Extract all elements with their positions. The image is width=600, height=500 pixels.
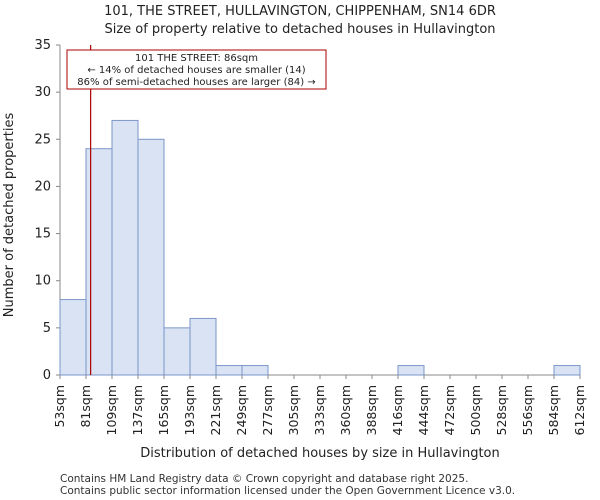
annotation-line-2: ← 14% of detached houses are smaller (14…: [87, 65, 305, 76]
y-tick-label: 5: [43, 321, 51, 336]
y-tick-label: 10: [34, 274, 51, 289]
x-tick-label: 333sqm: [312, 385, 327, 435]
x-tick-label: 277sqm: [260, 385, 275, 435]
x-tick-label: 500sqm: [468, 385, 483, 435]
histogram-bar: [111, 119, 139, 376]
annotation-box: [66, 49, 327, 90]
y-tick-label: 30: [34, 85, 51, 100]
x-tick-label: 388sqm: [364, 385, 379, 435]
x-tick-label: 416sqm: [390, 385, 405, 435]
histogram-bar: [215, 365, 243, 376]
x-tick-label: 53sqm: [52, 385, 67, 428]
x-tick-label: 193sqm: [182, 385, 197, 435]
histogram-bar: [189, 317, 217, 376]
x-tick-label: 584sqm: [546, 385, 561, 435]
y-tick-label: 35: [34, 38, 51, 53]
x-tick-label: 249sqm: [234, 385, 249, 435]
histogram-bar: [85, 148, 113, 376]
y-tick-label: 15: [34, 227, 51, 242]
histogram-bar: [241, 365, 269, 376]
credit-line-1: Contains HM Land Registry data © Crown c…: [60, 473, 469, 485]
annotation-line-1: 101 THE STREET: 86sqm: [135, 53, 258, 64]
chart-subtitle: Size of property relative to detached ho…: [104, 22, 496, 37]
histogram-bar: [163, 327, 191, 376]
histogram-bar: [137, 138, 165, 376]
x-tick-label: 612sqm: [572, 385, 587, 435]
chart-title: 101, THE STREET, HULLAVINGTON, CHIPPENHA…: [104, 4, 496, 19]
x-tick-label: 444sqm: [416, 385, 431, 435]
x-tick-label: 137sqm: [130, 385, 145, 435]
x-tick-label: 472sqm: [442, 385, 457, 435]
histogram-bar: [59, 299, 87, 376]
x-tick-label: 556sqm: [520, 385, 535, 435]
x-axis-title: Distribution of detached houses by size …: [140, 446, 500, 461]
x-tick-label: 81sqm: [78, 385, 93, 428]
x-tick-label: 221sqm: [208, 385, 223, 435]
x-tick-label: 305sqm: [286, 385, 301, 435]
y-tick-label: 25: [34, 132, 51, 147]
y-axis-title: Number of detached properties: [2, 113, 17, 318]
histogram-bar: [397, 365, 425, 376]
x-tick-label: 360sqm: [338, 385, 353, 435]
x-tick-label: 109sqm: [104, 385, 119, 435]
histogram-bar: [553, 365, 581, 376]
y-tick-label: 20: [34, 179, 51, 194]
y-tick-label: 0: [43, 368, 51, 383]
x-tick-label: 528sqm: [494, 385, 509, 435]
credit-line-2: Contains public sector information licen…: [60, 485, 516, 497]
x-tick-label: 165sqm: [156, 385, 171, 435]
annotation-line-3: 86% of semi-detached houses are larger (…: [77, 77, 315, 88]
